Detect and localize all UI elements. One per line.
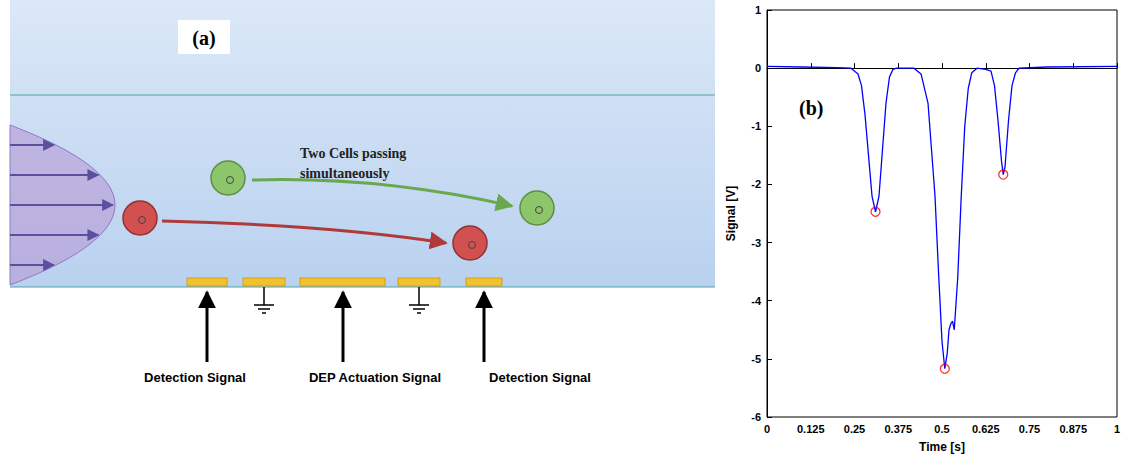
svg-text:1: 1 (755, 4, 761, 16)
svg-text:Detection Signal: Detection Signal (144, 370, 246, 385)
svg-text:(b): (b) (799, 97, 823, 120)
svg-text:0: 0 (764, 423, 770, 435)
svg-text:Detection Signal: Detection Signal (489, 370, 591, 385)
svg-text:(a): (a) (192, 27, 215, 50)
svg-text:-4: -4 (751, 295, 762, 307)
svg-text:Signal [V]: Signal [V] (724, 186, 738, 241)
svg-text:-3: -3 (751, 237, 761, 249)
svg-text:-6: -6 (751, 411, 761, 423)
svg-text:Two Cells passingsimultaneousl: Two Cells passingsimultaneously (300, 146, 406, 181)
svg-text:0.25: 0.25 (844, 423, 865, 435)
svg-text:0.375: 0.375 (884, 423, 912, 435)
svg-text:1: 1 (1114, 423, 1120, 435)
svg-text:0.875: 0.875 (1059, 423, 1087, 435)
svg-text:0: 0 (755, 62, 761, 74)
svg-text:-1: -1 (751, 120, 761, 132)
svg-text:0.5: 0.5 (934, 423, 949, 435)
svg-text:0.625: 0.625 (972, 423, 1000, 435)
svg-text:Time [s]: Time [s] (919, 440, 965, 454)
svg-text:DEP Actuation Signal: DEP Actuation Signal (309, 370, 441, 385)
svg-text:0.125: 0.125 (797, 423, 825, 435)
svg-text:0.75: 0.75 (1019, 423, 1040, 435)
svg-text:-5: -5 (751, 353, 761, 365)
svg-text:-2: -2 (751, 178, 761, 190)
